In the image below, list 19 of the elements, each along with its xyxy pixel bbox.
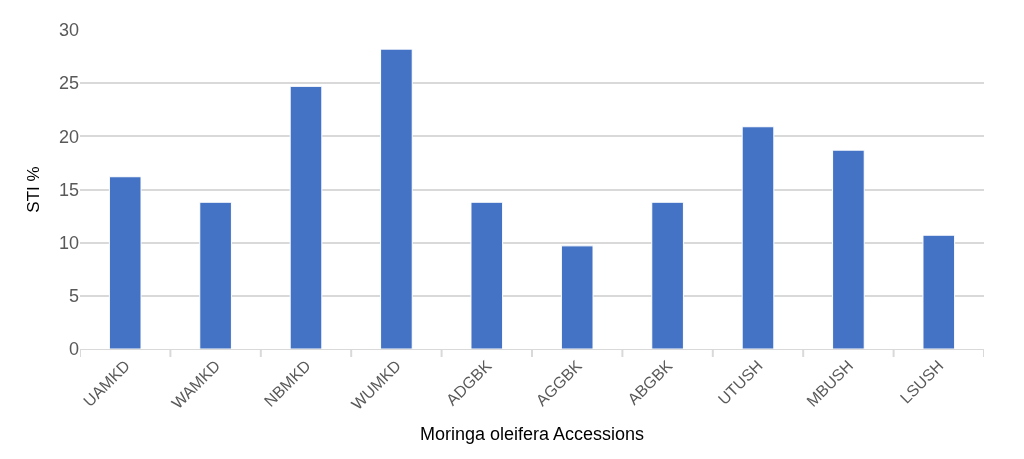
y-tick-label: 0 [68, 339, 79, 360]
y-tick-label: 15 [58, 179, 79, 200]
bar [651, 201, 684, 349]
bar [922, 234, 956, 349]
bar [289, 85, 323, 349]
bar [741, 126, 775, 349]
bar [560, 245, 594, 349]
x-axis-title: Moringa oleifera Accessions [419, 424, 645, 445]
bar [832, 149, 865, 349]
bar [108, 176, 142, 349]
y-tick-label: 25 [58, 73, 79, 94]
bar [199, 201, 232, 349]
y-tick-label: 10 [58, 232, 79, 253]
y-tick-label: 20 [58, 126, 79, 147]
y-tick-label: 30 [58, 20, 79, 41]
bar [380, 48, 413, 349]
bar [470, 201, 504, 349]
y-axis-title: STI % [23, 166, 43, 213]
y-tick-label: 5 [68, 286, 79, 307]
